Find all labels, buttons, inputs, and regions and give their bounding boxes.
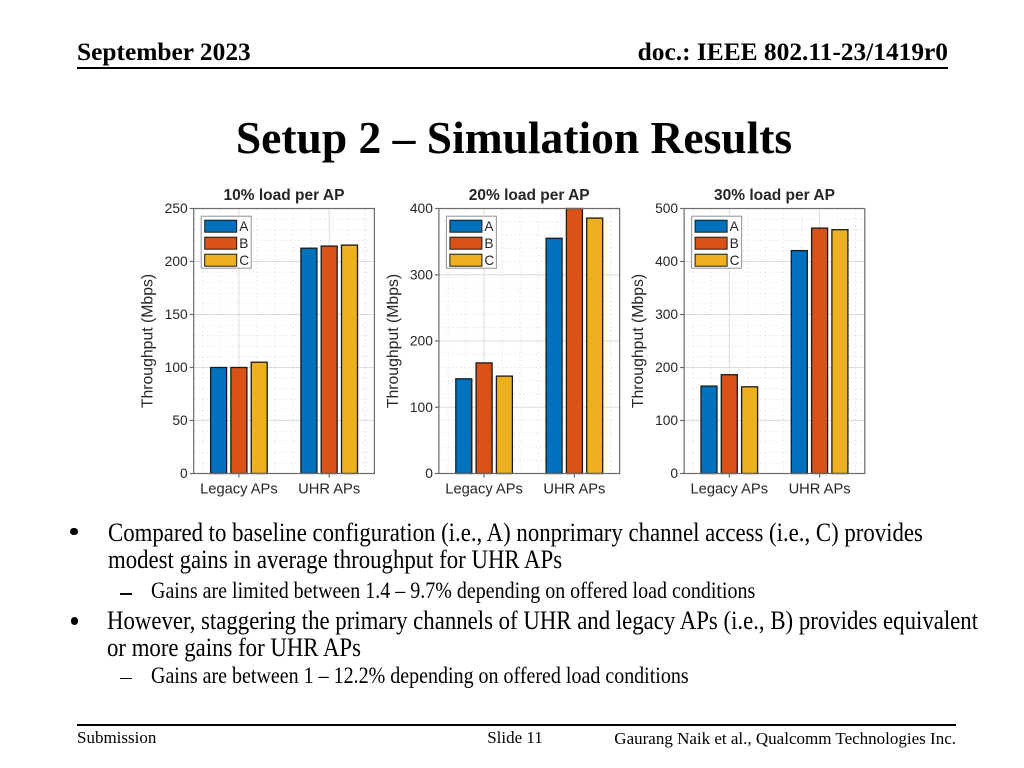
- svg-text:B: B: [730, 236, 739, 251]
- svg-text:Legacy APs: Legacy APs: [445, 482, 523, 498]
- svg-text:200: 200: [655, 360, 678, 375]
- svg-text:Legacy APs: Legacy APs: [691, 482, 769, 498]
- svg-text:100: 100: [410, 400, 433, 415]
- svg-text:200: 200: [410, 334, 433, 349]
- svg-text:UHR APs: UHR APs: [789, 482, 851, 498]
- svg-text:0: 0: [180, 466, 188, 481]
- svg-text:10% load per AP: 10% load per AP: [224, 187, 345, 204]
- svg-text:100: 100: [165, 360, 188, 375]
- svg-text:300: 300: [410, 267, 433, 282]
- svg-text:250: 250: [165, 201, 188, 216]
- svg-text:0: 0: [425, 466, 433, 481]
- svg-text:UHR APs: UHR APs: [298, 482, 360, 498]
- svg-text:A: A: [730, 219, 740, 234]
- svg-text:Throughput (Mbps): Throughput (Mbps): [385, 274, 402, 408]
- svg-text:400: 400: [655, 254, 678, 269]
- svg-text:300: 300: [655, 307, 678, 322]
- svg-text:0: 0: [670, 466, 678, 481]
- svg-text:Legacy APs: Legacy APs: [200, 482, 278, 498]
- svg-text:100: 100: [655, 413, 678, 428]
- svg-text:150: 150: [165, 307, 188, 322]
- svg-text:UHR APs: UHR APs: [543, 482, 605, 498]
- svg-text:400: 400: [410, 201, 433, 216]
- svg-text:20% load per AP: 20% load per AP: [469, 187, 590, 204]
- svg-text:Throughput (Mbps): Throughput (Mbps): [140, 274, 157, 408]
- svg-text:C: C: [239, 253, 249, 268]
- svg-text:C: C: [484, 253, 494, 268]
- svg-text:50: 50: [172, 413, 188, 428]
- svg-text:B: B: [484, 236, 493, 251]
- svg-text:30% load per AP: 30% load per AP: [714, 187, 835, 204]
- svg-text:A: A: [239, 219, 249, 234]
- svg-text:A: A: [484, 219, 494, 234]
- svg-text:B: B: [239, 236, 248, 251]
- svg-text:500: 500: [655, 201, 678, 216]
- svg-text:C: C: [730, 253, 740, 268]
- svg-text:200: 200: [165, 254, 188, 269]
- svg-text:Throughput (Mbps): Throughput (Mbps): [630, 274, 647, 408]
